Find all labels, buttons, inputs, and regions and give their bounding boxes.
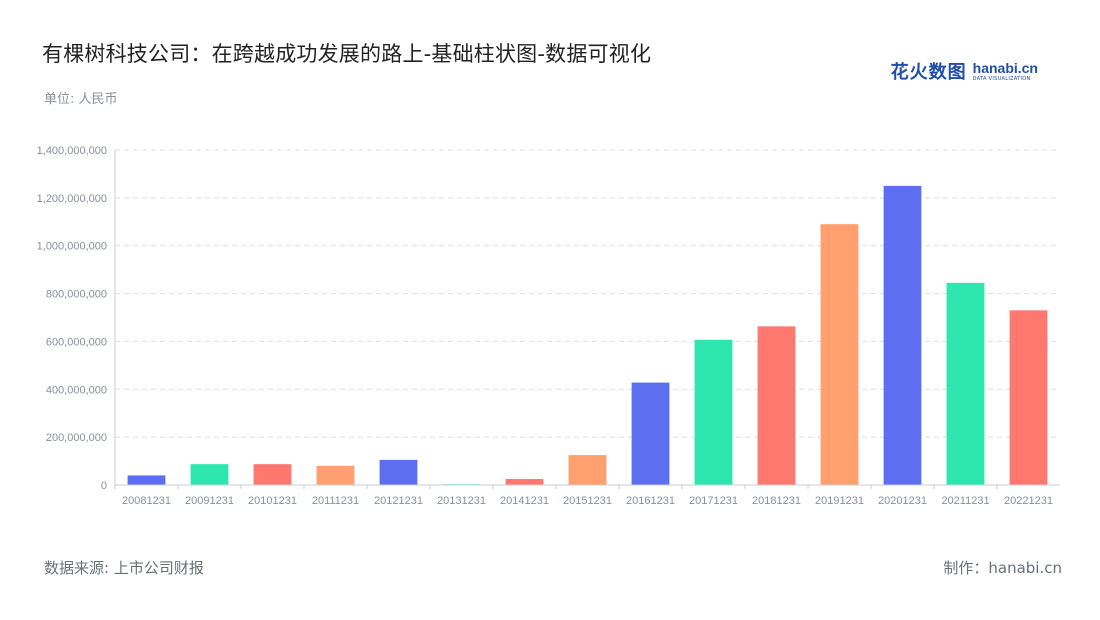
- x-tick-label: 20091231: [185, 495, 234, 507]
- bar-20221231[interactable]: [1009, 310, 1048, 485]
- bar-20151231[interactable]: [568, 455, 607, 485]
- bar-20141231[interactable]: [505, 479, 544, 485]
- x-tick-label: 20141231: [500, 495, 549, 507]
- bar-20161231[interactable]: [631, 382, 670, 485]
- logo-en-subtitle: DATA VISUALIZATION: [972, 75, 1031, 82]
- bar-20101231[interactable]: [253, 464, 292, 485]
- x-tick-label: 20081231: [122, 495, 171, 507]
- axes: [114, 150, 1060, 489]
- y-tick-label: 600,000,000: [46, 336, 107, 348]
- bar-20181231[interactable]: [757, 326, 796, 485]
- x-tick-label: 20101231: [248, 495, 297, 507]
- x-axis-ticks: 20081231 20091231 20101231 20111231 20121231…: [122, 495, 1053, 507]
- logo-en-text: hanabi.cn: [972, 59, 1038, 76]
- logo-cn-text: 花火数图: [890, 62, 967, 83]
- bars: [127, 185, 1048, 486]
- bar-20121231[interactable]: [379, 459, 418, 485]
- y-axis-ticks: 0 200,000,000 400,000,000 600,000,000 800,00…: [37, 145, 107, 492]
- x-tick-label: 20161231: [626, 495, 675, 507]
- x-tick-label: 20151231: [563, 495, 612, 507]
- x-tick-label: 20181231: [752, 495, 801, 507]
- bar-20201231[interactable]: [883, 185, 922, 485]
- bar-20111231[interactable]: [316, 465, 355, 485]
- brand-logo: 花火数图 hanabi.cn DATA VISUALIZATION: [891, 58, 1038, 84]
- x-tick-label: 20191231: [815, 495, 864, 507]
- unit-label: 单位: 人民币: [44, 92, 118, 107]
- bar-20211231[interactable]: [946, 282, 985, 485]
- y-tick-label: 1,200,000,000: [37, 193, 107, 205]
- y-tick-label: 1,000,000,000: [37, 241, 107, 253]
- y-tick-label: 200,000,000: [46, 432, 107, 444]
- bar-20171231[interactable]: [694, 339, 733, 485]
- y-tick-label: 400,000,000: [46, 384, 107, 396]
- x-tick-label: 20221231: [1004, 495, 1053, 507]
- chart-title: 有棵树科技公司：在跨越成功发展的路上-基础柱状图-数据可视化: [42, 42, 652, 66]
- x-tick-label: 20201231: [878, 495, 927, 507]
- x-tick-label: 20131231: [437, 495, 486, 507]
- x-tick-label: 20211231: [941, 495, 989, 507]
- bar-20091231[interactable]: [190, 464, 229, 485]
- y-tick-label: 1,400,000,000: [37, 145, 107, 157]
- y-tick-label: 0: [101, 480, 107, 492]
- bar-20191231[interactable]: [820, 224, 859, 485]
- data-source: 数据来源: 上市公司财报: [44, 559, 204, 577]
- maker-credit: 制作：hanabi.cn: [943, 559, 1062, 577]
- x-tick-label: 20171231: [689, 495, 738, 507]
- y-tick-label: 800,000,000: [46, 289, 107, 301]
- bar-20081231[interactable]: [127, 475, 166, 485]
- x-tick-label: 20111231: [312, 495, 359, 507]
- logo-en-block: hanabi.cn DATA VISUALIZATION: [973, 61, 1038, 82]
- x-tick-label: 20121231: [374, 495, 423, 507]
